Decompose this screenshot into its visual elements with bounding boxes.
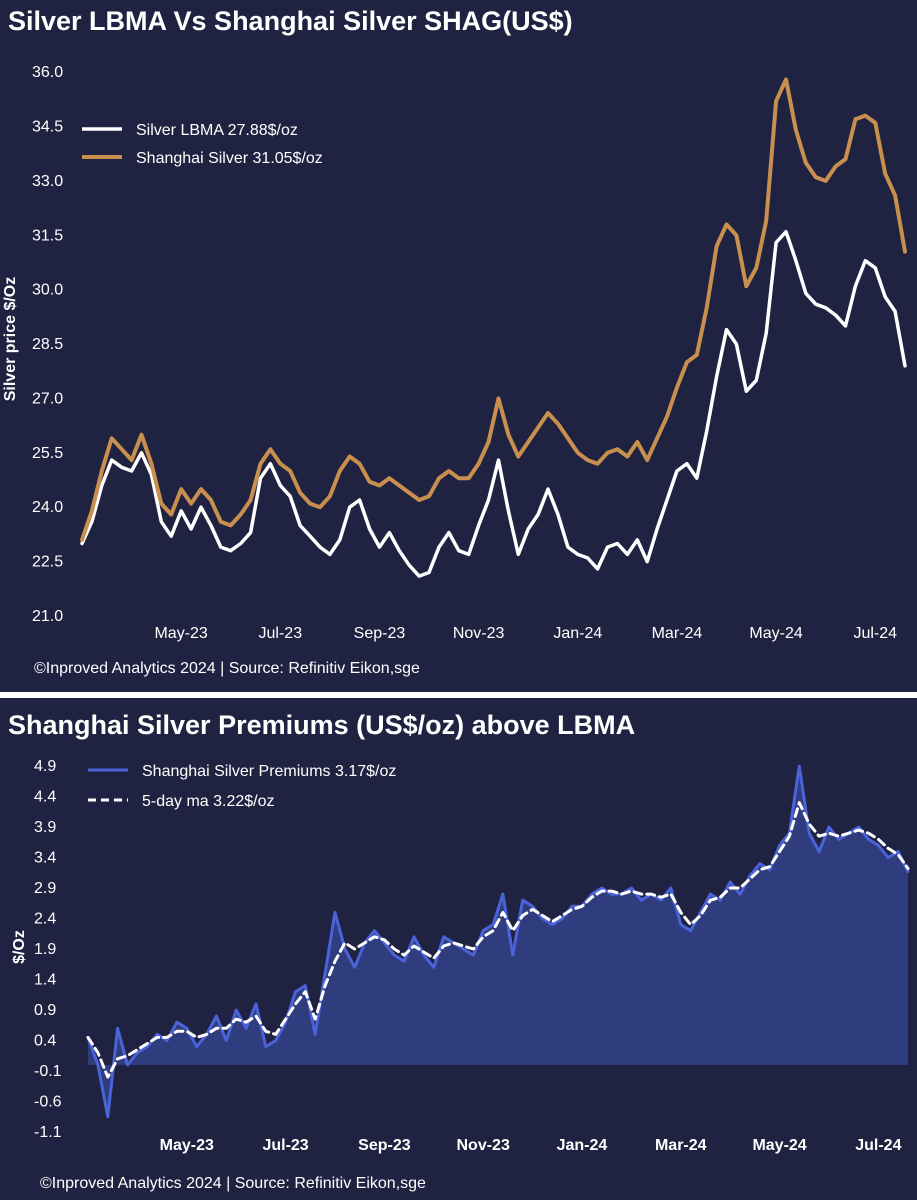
legend-label: Shanghai Silver 31.05$/oz [136,150,323,167]
x-tick-label: Jul-23 [262,1137,308,1154]
y-tick-label: 3.4 [34,850,56,867]
y-tick-label: 28.5 [32,336,63,353]
y-tick-label: 21.0 [32,608,63,625]
y-tick-label: 36.0 [32,64,63,81]
premium-area-fill [88,766,908,1117]
top-chart-svg: 21.0 22.5 24.0 25.5 27.0 28.5 30.0 31.5 33.0 34.5… [32,64,907,642]
series-line-0 [86,764,910,1119]
y-tick-label: 2.4 [34,911,56,928]
bottom-chart-svg: -1.1 -0.6 -0.1 0.4 0.9 1.4 1.9 2.4 2.9 3.4 3.9 4.4 4… [34,758,910,1154]
x-tick-label: Nov-23 [457,1137,510,1154]
x-tick-label: Nov-23 [453,625,505,642]
x-tick-label: May-23 [160,1137,214,1154]
x-tick-label: Jan-24 [557,1137,608,1154]
x-tick-label: Jul-23 [259,625,303,642]
series-line-0 [80,229,907,578]
x-tick-label: Sep-23 [354,625,406,642]
x-tick-label: Mar-24 [655,1137,707,1154]
top-chart-title: Silver LBMA Vs Shanghai Silver SHAG(US$) [8,6,573,36]
series-line-1 [80,77,907,542]
top-y-axis-title: Silver price $/Oz [2,276,19,402]
y-tick-label: 25.5 [32,445,63,462]
x-tick-label: May-24 [749,625,802,642]
y-tick-label: 2.9 [34,880,56,897]
x-tick-label: Jan-24 [553,625,602,642]
y-tick-label: 1.9 [34,941,56,958]
y-tick-label: 34.5 [32,119,63,136]
y-tick-label: -0.1 [34,1063,62,1080]
legend-label: Shanghai Silver Premiums 3.17$/oz [142,763,396,780]
lbma-vs-shanghai-panel: Silver LBMA Vs Shanghai Silver SHAG(US$)… [0,0,917,692]
y-tick-label: 4.9 [34,758,56,775]
y-tick-label: 24.0 [32,499,63,516]
x-tick-label: Jul-24 [853,625,897,642]
y-tick-label: 33.0 [32,173,63,190]
y-tick-label: 30.0 [32,282,63,299]
y-tick-label: 0.9 [34,1002,56,1019]
x-tick-label: May-24 [752,1137,806,1154]
y-tick-label: -1.1 [34,1124,62,1141]
y-tick-label: 0.4 [34,1032,56,1049]
x-tick-label: Sep-23 [358,1137,411,1154]
y-tick-label: 4.4 [34,789,56,806]
series-line-1 [86,801,910,1079]
y-tick-label: 31.5 [32,227,63,244]
bottom-chart-title: Shanghai Silver Premiums (US$/oz) above … [8,710,636,740]
x-tick-label: Mar-24 [652,625,703,642]
bottom-source-note: ©Inproved Analytics 2024 | Source: Refin… [40,1175,426,1192]
x-tick-label: May-23 [154,625,207,642]
premiums-panel: Shanghai Silver Premiums (US$/oz) above … [0,698,917,1200]
y-tick-label: 27.0 [32,390,63,407]
legend-label: 5-day ma 3.22$/oz [142,793,275,810]
top-source-note: ©Inproved Analytics 2024 | Source: Refin… [34,660,420,677]
y-tick-label: 3.9 [34,819,56,836]
bottom-y-axis-title: $/Oz [11,930,28,964]
y-tick-label: 1.4 [34,972,56,989]
y-tick-label: 22.5 [32,554,63,571]
legend-label: Silver LBMA 27.88$/oz [136,122,298,139]
y-tick-label: -0.6 [34,1093,62,1110]
x-tick-label: Jul-24 [855,1137,901,1154]
